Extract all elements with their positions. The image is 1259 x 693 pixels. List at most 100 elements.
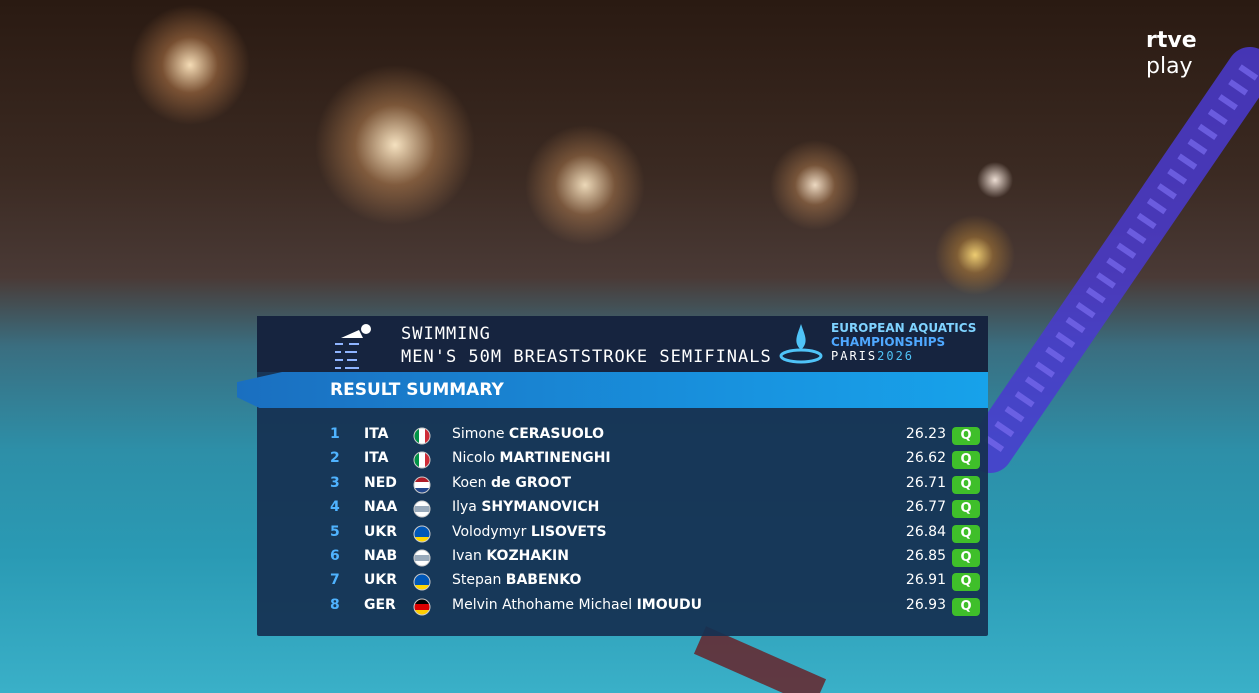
flag-stripe [425,428,430,444]
flag-border [413,525,431,543]
flag [413,476,431,494]
flag-stripe [414,428,419,444]
flag-stripe [425,452,430,469]
qualifier-badge: Q [952,573,980,592]
athlete-name: Koen de GROOT [452,475,571,491]
swim-icon [335,324,371,369]
last-name: KOZHAKIN [486,548,569,564]
time: 26.62 [905,450,946,467]
logo-city: PARIS2026 [831,349,914,363]
time: 26.93 [905,596,946,613]
flag-stripes [414,550,430,566]
logo-line: CHAMPIONSHIPS [831,335,946,349]
rank: 7 [330,572,340,589]
result-row: 6 NAB Ivan KOZHAKIN 26.85 Q [257,548,988,572]
section-title: RESULT SUMMARY [330,380,504,400]
athlete-name: Ivan KOZHAKIN [452,548,569,564]
country-code: UKR [364,523,397,540]
flag-border [413,427,431,445]
country-code: GER [364,596,396,613]
last-name: SHYMANOVICH [481,499,600,516]
first-name: Melvin Athohame Michael [452,596,633,613]
qualifier-badge: Q [952,597,980,616]
section-bar [237,372,988,408]
flag-stripe [414,579,430,586]
flag-stripe [414,506,430,513]
flag-stripes [414,525,430,542]
result-row: 4 NAA Ilya SHYMANOVICH 26.77 Q [257,499,988,523]
flag-stripe [414,501,430,507]
flag-stripe [419,452,425,469]
country-code: UKR [364,572,397,589]
last-name: de GROOT [491,474,572,491]
athlete-name: Simone CERASUOLO [452,426,604,442]
flag-stripe [414,598,430,604]
flag-border [413,451,431,469]
flag-stripe [414,512,430,518]
time: 26.77 [905,499,946,516]
result-row: 8 GER Melvin Athohame Michael IMOUDU 26.93 Q [257,597,988,621]
flag-stripes [414,452,430,469]
flag-stripe [414,609,430,615]
last-name: BABENKO [505,572,582,589]
qualifier-badge: Q [952,427,980,445]
logo-line: EUROPEAN AQUATICS [831,321,977,335]
flag-stripes [414,574,430,591]
qualifier-badge: Q [952,524,980,543]
sport: SWIMMING [401,324,491,344]
result-row: 1 ITA Simone CERASUOLO 26.23 Q [257,426,988,450]
last-name: IMOUDU [636,596,702,613]
first-name: Koen [452,474,487,491]
qualifier-badge: Q [952,500,980,519]
rank: 3 [330,474,340,491]
last-name: CERASUOLO [508,426,605,442]
flag-stripes [414,598,430,615]
flag [413,598,431,616]
flag-stripe [414,452,419,469]
country-code: ITA [364,450,389,467]
last-name: LISOVETS [530,523,607,540]
athlete-name: Ilya SHYMANOVICH [452,499,599,515]
qualifier-badge: Q [952,475,980,494]
result-row: 3 NED Koen de GROOT 26.71 Q [257,475,988,499]
flag-border [413,476,431,494]
athlete-name: Nicolo MARTINENGHI [452,450,611,466]
time: 26.23 [905,426,946,442]
flag [413,573,431,591]
qualifier-badge: Q [952,451,980,470]
flag-stripe [414,603,430,610]
rank: 5 [330,523,340,540]
rank: 6 [330,548,340,564]
flag-stripe [414,530,430,537]
time: 26.71 [905,474,946,491]
flag-stripe [414,525,430,531]
flag-stripes [414,428,430,444]
first-name: Ilya [452,499,477,516]
athlete-name: Stepan BABENKO [452,572,581,588]
result-row: 7 UKR Stepan BABENKO 26.91 Q [257,572,988,596]
last-name: MARTINENGHI [499,450,611,467]
country-code: ITA [364,426,389,442]
time: 26.84 [905,523,946,540]
flag-border [413,573,431,591]
first-name: Ivan [452,548,482,564]
athlete-name: Volodymyr LISOVETS [452,524,607,540]
broadcaster-logo: rtve [1146,28,1197,53]
flag-stripes [414,501,430,518]
results-panel: SWIMMING MEN'S 50M BREASTSTROKE SEMIFINA… [237,316,988,636]
flag-stripe [414,555,430,561]
flag-border [413,549,431,567]
rank: 2 [330,450,340,467]
flag [413,427,431,445]
event-logo-icon [779,324,823,364]
flag-stripe [419,428,425,444]
rank: 4 [330,499,340,516]
first-name: Nicolo [452,450,496,467]
time: 26.91 [905,572,946,589]
first-name: Stepan [452,572,502,589]
first-name: Simone [452,426,505,442]
flag [413,549,431,567]
flag-stripes [414,476,430,493]
